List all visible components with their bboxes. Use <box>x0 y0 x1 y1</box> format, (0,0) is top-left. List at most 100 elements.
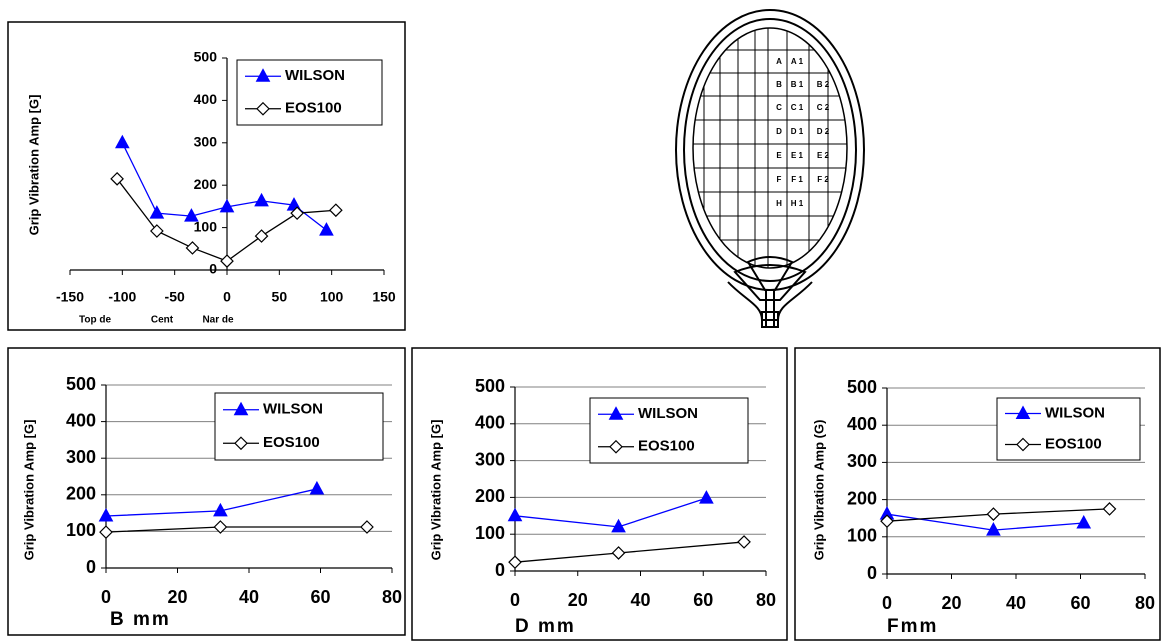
legend-marker <box>234 436 248 451</box>
marker <box>213 520 228 534</box>
racket-diagram <box>675 9 865 328</box>
position-label: F 1 <box>791 175 803 184</box>
position-label: B 2 <box>817 80 830 89</box>
y-axis-label: Grip Vibration Amp [G] <box>21 420 36 561</box>
marker <box>110 171 124 186</box>
y-tick-label: 200 <box>475 486 505 506</box>
x-tick-label: 0 <box>223 289 231 305</box>
y-tick-label: 200 <box>847 488 877 508</box>
x-tick-label: 150 <box>372 289 396 305</box>
legend-marker <box>233 401 249 416</box>
marker <box>254 192 269 207</box>
annotation: Cent <box>151 315 174 326</box>
y-tick-label: 0 <box>495 560 505 580</box>
x-tick-label: 100 <box>320 289 344 305</box>
series-line <box>514 541 745 563</box>
marker <box>220 254 234 268</box>
position-label: D 1 <box>791 127 804 136</box>
x-tick-label: -150 <box>56 289 84 305</box>
marker <box>1102 502 1117 516</box>
y-tick-label: 0 <box>209 261 217 277</box>
legend-marker <box>608 406 624 420</box>
position-label: C <box>776 103 782 112</box>
position-label: A 1 <box>791 57 804 66</box>
marker <box>611 518 626 533</box>
y-tick-label: 100 <box>847 526 877 546</box>
x-tick-label: 80 <box>756 590 776 610</box>
y-tick-label: 200 <box>66 484 96 504</box>
y-tick-label: 400 <box>194 91 218 107</box>
y-tick-label: 0 <box>86 557 96 577</box>
legend-label: WILSON <box>638 405 698 422</box>
x-axis-label: B mm <box>110 609 171 630</box>
y-axis-label: Grip Vibration Amp [G] <box>428 420 443 561</box>
x-tick-label: 20 <box>568 590 588 610</box>
y-tick-label: 100 <box>475 523 505 543</box>
position-label: F 2 <box>817 175 829 184</box>
legend-box <box>996 397 1141 461</box>
marker <box>508 555 522 570</box>
legend-label: EOS100 <box>638 438 695 455</box>
legend-marker <box>255 68 271 82</box>
legend-label: EOS100 <box>1045 435 1102 452</box>
marker <box>611 546 626 560</box>
marker <box>986 507 1001 521</box>
legend-label: EOS100 <box>263 434 320 451</box>
x-tick-label: 20 <box>167 587 187 607</box>
position-label: C 2 <box>817 103 830 112</box>
position-label: F <box>777 175 782 184</box>
marker <box>213 502 228 517</box>
marker <box>360 520 374 534</box>
legend-marker <box>609 439 623 454</box>
position-label: E 1 <box>791 151 804 160</box>
position-label: E <box>776 151 782 160</box>
y-tick-label: 100 <box>194 218 218 234</box>
series-line <box>514 497 707 528</box>
y-tick-label: 0 <box>867 563 877 583</box>
legend-marker <box>1016 437 1030 452</box>
x-tick-label: 40 <box>1006 593 1026 613</box>
position-label: A <box>776 57 782 66</box>
x-tick-label: 40 <box>630 590 650 610</box>
x-tick-label: -50 <box>165 289 185 305</box>
chart-frame <box>411 347 788 641</box>
marker <box>699 490 714 504</box>
marker <box>1076 514 1092 529</box>
y-axis-label: Grip Vibration Amp (G) <box>811 420 826 561</box>
y-tick-label: 100 <box>66 520 96 540</box>
marker <box>880 514 894 529</box>
marker <box>184 208 199 222</box>
marker <box>254 229 269 243</box>
position-label: E 2 <box>817 151 830 160</box>
y-tick-label: 500 <box>66 374 96 394</box>
position-label: B 1 <box>791 80 804 89</box>
marker <box>185 241 200 255</box>
x-tick-label: 0 <box>101 587 111 607</box>
legend-label: WILSON <box>263 401 323 418</box>
marker <box>219 198 235 213</box>
position-label: C 1 <box>791 103 804 112</box>
y-tick-label: 300 <box>66 447 96 467</box>
legend-label: WILSON <box>285 67 345 84</box>
x-tick-label: 50 <box>272 289 288 305</box>
marker <box>114 134 130 149</box>
x-tick-label: 80 <box>382 587 402 607</box>
marker <box>98 507 114 522</box>
marker <box>309 480 325 495</box>
chart-frame <box>794 347 1161 641</box>
legend-box <box>236 59 383 126</box>
position-label: H 1 <box>791 199 804 208</box>
legend-box <box>214 392 384 461</box>
annotation: Nar de <box>202 315 234 326</box>
x-tick-label: 60 <box>1070 593 1090 613</box>
annotation: Top de <box>79 315 111 326</box>
y-tick-label: 500 <box>847 377 877 397</box>
marker <box>150 224 164 238</box>
marker <box>290 206 304 221</box>
x-axis-label: Fmm <box>887 616 938 637</box>
series-line <box>105 488 318 517</box>
marker <box>319 222 334 236</box>
y-tick-label: 500 <box>475 376 505 396</box>
y-tick-label: 500 <box>194 49 218 65</box>
